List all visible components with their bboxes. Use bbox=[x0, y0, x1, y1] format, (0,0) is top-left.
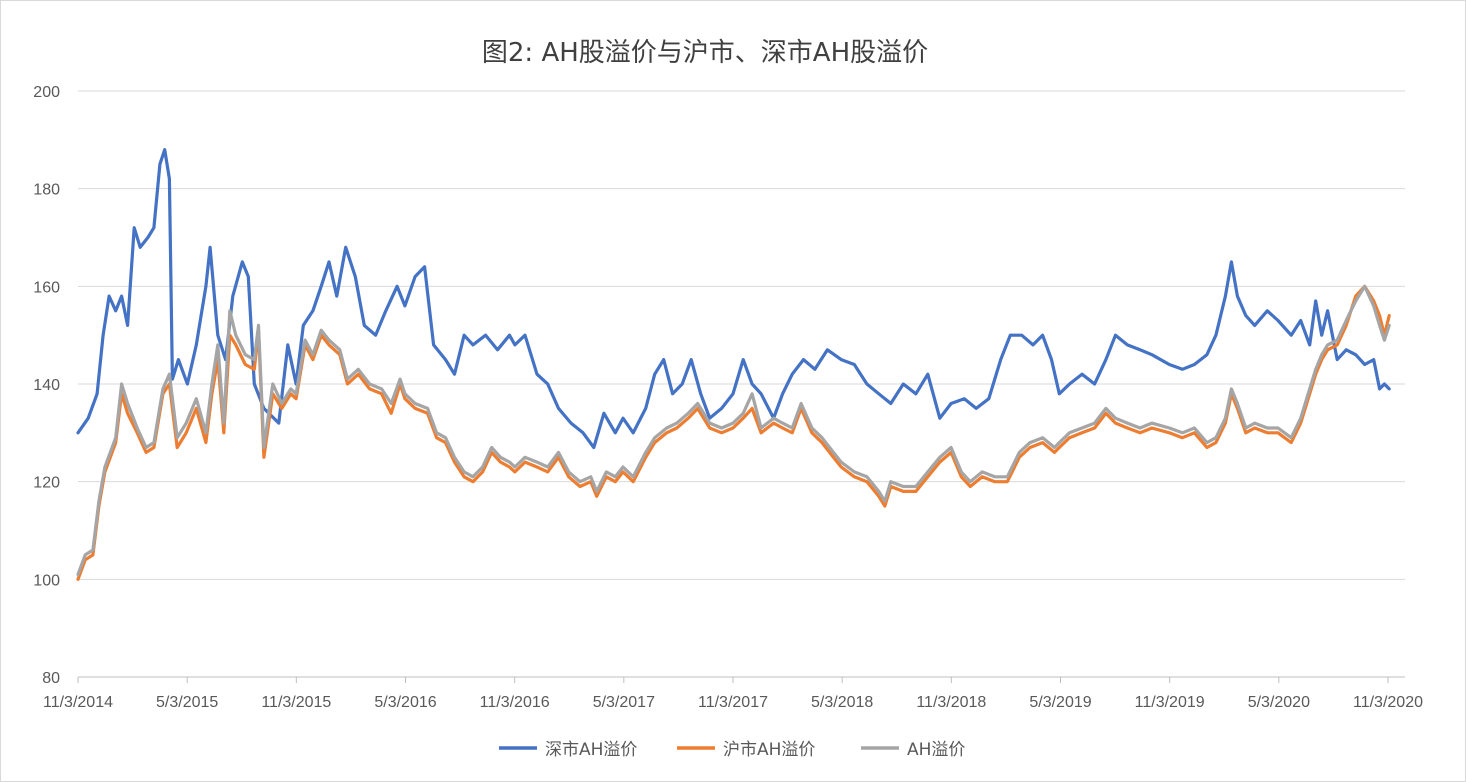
x-tick-label: 11/3/2016 bbox=[480, 694, 550, 711]
y-tick-label: 120 bbox=[33, 475, 60, 492]
legend-label: 沪市AH溢价 bbox=[723, 740, 815, 760]
series-line-2 bbox=[76, 284, 1391, 577]
x-tick-label: 5/3/2017 bbox=[593, 694, 655, 711]
x-tick-label: 11/3/2018 bbox=[916, 694, 986, 711]
x-tick-label: 5/3/2015 bbox=[156, 694, 218, 711]
series-line-0 bbox=[76, 148, 1391, 450]
x-tick-label: 11/3/2020 bbox=[1353, 694, 1423, 711]
legend: 深市AH溢价 沪市AH溢价 AH溢价 bbox=[499, 740, 965, 760]
chart-title: 图2: AH股溢价与沪市、深市AH股溢价 bbox=[482, 38, 928, 68]
series-lines bbox=[76, 148, 1391, 581]
x-axis: 11/3/2014 5/3/2015 11/3/2015 5/3/2016 11/3/2… bbox=[43, 677, 1423, 711]
gridlines bbox=[78, 90, 1405, 678]
legend-label: AH溢价 bbox=[907, 740, 965, 760]
y-tick-label: 80 bbox=[42, 670, 60, 687]
x-tick-label: 5/3/2016 bbox=[374, 694, 436, 711]
x-tick-label: 11/3/2017 bbox=[698, 694, 768, 711]
series-line-1 bbox=[76, 284, 1391, 581]
legend-label: 深市AH溢价 bbox=[545, 740, 637, 760]
x-tick-label: 5/3/2020 bbox=[1248, 694, 1310, 711]
x-tick-label: 11/3/2015 bbox=[261, 694, 331, 711]
x-tick-label: 11/3/2019 bbox=[1135, 694, 1205, 711]
x-tick-label: 5/3/2018 bbox=[811, 694, 873, 711]
y-tick-label: 140 bbox=[33, 377, 60, 394]
y-axis: 80 100 120 140 160 180 200 bbox=[33, 84, 60, 687]
y-tick-label: 100 bbox=[33, 572, 60, 589]
y-tick-label: 200 bbox=[33, 84, 60, 101]
x-tick-label: 5/3/2019 bbox=[1029, 694, 1091, 711]
y-tick-label: 160 bbox=[33, 279, 60, 296]
y-tick-label: 180 bbox=[33, 182, 60, 199]
x-tick-label: 11/3/2014 bbox=[43, 694, 113, 711]
